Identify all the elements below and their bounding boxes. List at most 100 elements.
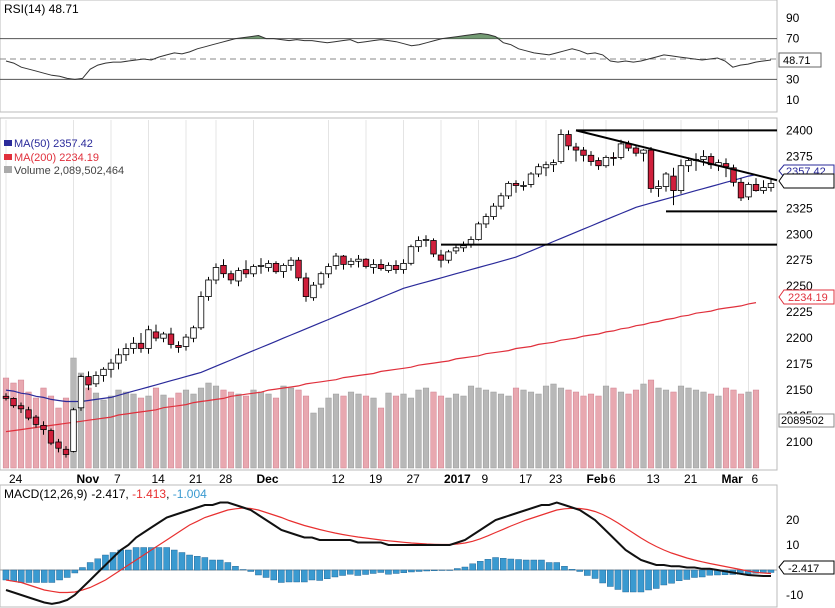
volume-bar	[2, 377, 10, 469]
candle-up	[400, 262, 407, 270]
candle-up	[332, 255, 340, 266]
x-tick-label: 2017	[444, 472, 471, 486]
macd-line	[5, 501, 771, 605]
macd-histogram-bar	[239, 569, 247, 571]
macd-panel: 20100-10 MACD(12,26,9)-2.417, -1.413, -1…	[0, 484, 835, 608]
volume-bar	[205, 382, 212, 469]
volume-bar	[55, 407, 62, 469]
candle-down	[430, 240, 437, 255]
candle-down	[272, 262, 280, 273]
candle-down	[295, 259, 302, 279]
macd-histogram-bar	[576, 569, 584, 572]
volume-bar	[452, 393, 460, 469]
candle-down	[437, 254, 445, 261]
candle-up	[182, 336, 190, 347]
x-tick-label: 17	[519, 472, 533, 486]
volume-bar	[580, 395, 587, 469]
candle-up	[287, 259, 295, 266]
ma50-line	[5, 174, 757, 403]
candle-down	[595, 160, 602, 167]
candle-down	[565, 134, 572, 147]
price-tick-label: 2150	[786, 383, 813, 397]
ma200-line	[5, 302, 757, 433]
macd-histogram-bar	[33, 569, 40, 583]
macd-histogram-bar	[614, 569, 622, 590]
volume-bar	[107, 395, 115, 469]
macd-histogram-bar	[607, 569, 614, 587]
descending-trendline	[575, 129, 778, 182]
candle-up	[197, 296, 205, 329]
macd-histogram-bar	[71, 569, 79, 574]
macd-histogram-bar	[94, 558, 101, 571]
candle-up	[235, 270, 242, 282]
candle-up	[475, 223, 482, 240]
candle-down	[152, 331, 160, 339]
candle-up	[265, 262, 272, 268]
volume-bar	[197, 387, 205, 469]
candle-down	[572, 146, 580, 151]
candle-up	[542, 164, 550, 169]
candle-up	[100, 368, 107, 376]
volume-bar	[257, 391, 265, 469]
macd-histogram-bar	[56, 569, 63, 581]
volume-bar	[490, 391, 497, 469]
volume-bar	[302, 395, 310, 469]
volume-bar	[212, 385, 220, 469]
candle-up	[70, 409, 77, 452]
candle-down	[302, 277, 310, 297]
volume-bar	[152, 387, 160, 469]
macd-histogram-bar	[675, 569, 683, 582]
price-tick-label: 2400	[786, 123, 813, 137]
volume-bar	[160, 394, 167, 469]
macd-histogram-bar	[324, 569, 331, 580]
volume-value: 2089502	[781, 415, 824, 427]
macd-histogram-bar	[423, 569, 431, 572]
candle-up	[602, 156, 610, 167]
macd-histogram-bar	[232, 566, 239, 571]
volume-bar	[145, 395, 152, 469]
macd-histogram-bar	[645, 569, 652, 591]
candle-up	[745, 183, 752, 198]
volume-bar	[572, 391, 580, 469]
macd-histogram-bar	[278, 569, 285, 583]
volume-label: Volume 2,089,502,464	[14, 165, 124, 177]
macd-histogram-bar	[362, 569, 369, 575]
candle-down	[340, 255, 347, 265]
candle-down	[647, 149, 655, 189]
macd-label: MACD(12,26,9)	[4, 487, 87, 501]
macd-histogram-bar	[216, 559, 224, 571]
volume-bar	[617, 391, 625, 469]
volume-bar	[415, 389, 422, 469]
macd-histogram-bar	[584, 569, 591, 576]
candle-down	[47, 430, 55, 444]
macd-histogram-bar	[86, 562, 94, 571]
x-tick-label: 28	[219, 472, 233, 486]
macd-histogram-bar	[668, 569, 675, 584]
candle-up	[422, 239, 430, 241]
x-tick-label: 12	[332, 472, 346, 486]
volume-bar	[332, 393, 340, 469]
price-tick-label: 2225	[786, 305, 813, 319]
candle-up	[130, 342, 137, 349]
ma200-value: 2234.19	[788, 292, 828, 304]
candle-up	[527, 173, 535, 185]
macd-histogram-bar	[706, 569, 714, 576]
x-tick-label: 7	[114, 472, 121, 486]
volume-bar	[730, 389, 737, 469]
volume-bar	[280, 385, 287, 469]
volume-bar	[392, 395, 400, 469]
volume-bar	[340, 395, 347, 469]
volume-bar	[707, 393, 715, 469]
candle-down	[737, 181, 745, 199]
candle-down	[632, 147, 640, 154]
volume-bar	[520, 389, 527, 469]
volume-bar	[602, 385, 610, 469]
candle-up	[760, 187, 767, 191]
volume-bar	[610, 387, 617, 469]
rsi-line	[5, 32, 772, 80]
ma200-label: MA(200) 2234.19	[14, 152, 99, 164]
volume-bar	[220, 389, 227, 469]
volume-bar	[685, 387, 692, 469]
x-tick-label: 13	[647, 472, 661, 486]
volume-bar	[752, 389, 760, 469]
